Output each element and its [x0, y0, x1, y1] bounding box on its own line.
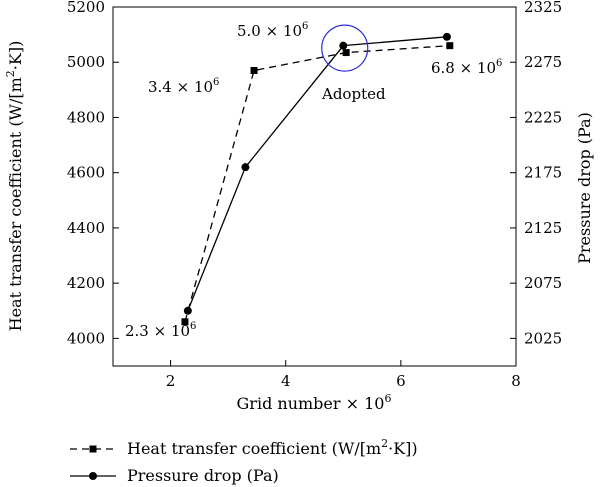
data-point-square — [446, 42, 454, 50]
x-tick-label: 4 — [281, 372, 291, 390]
x-ticks: 2 4 6 8 — [166, 360, 521, 390]
y-right-tick-label: 2175 — [524, 164, 562, 182]
annotation-6-8e6: 6.8 × 106 — [431, 58, 502, 77]
data-point-circle — [339, 41, 348, 50]
series-heat-transfer-coefficient — [181, 42, 454, 326]
x-tick-label: 6 — [396, 372, 406, 390]
annotation-3-4e6: 3.4 × 106 — [148, 77, 219, 96]
series-line — [184, 45, 450, 322]
y-left-tick-label: 5000 — [67, 53, 105, 71]
annotation-2-3e6: 2.3 × 106 — [125, 321, 196, 340]
y-left-axis-label: Heat transfer coefficient (W/[m2·K]) — [4, 41, 25, 332]
y-right-tick-label: 2025 — [524, 329, 562, 347]
legend-marker-square — [89, 445, 97, 453]
data-point-circle — [442, 32, 451, 41]
y-left-tick-label: 4600 — [67, 164, 105, 182]
data-point-circle — [241, 163, 250, 172]
legend-marker-circle — [89, 472, 97, 480]
data-point-square — [181, 318, 189, 326]
data-point-square — [250, 67, 258, 75]
legend-label-pressure-drop: Pressure drop (Pa) — [127, 466, 279, 485]
x-tick-label: 2 — [166, 372, 176, 390]
y-right-tick-label: 2325 — [524, 0, 562, 16]
x-axis-label: Grid number × 106 — [237, 392, 392, 413]
y-right-ticks: 2025 2075 2125 2175 2225 2275 2325 — [510, 0, 562, 347]
y-right-tick-label: 2075 — [524, 274, 562, 292]
series-pressure-drop — [183, 32, 451, 315]
y-left-tick-label: 4000 — [67, 329, 105, 347]
legend: Heat transfer coefficient (W/[m2·K]) Pre… — [70, 437, 418, 485]
y-right-tick-label: 2225 — [524, 108, 562, 126]
legend-label-heat-transfer: Heat transfer coefficient (W/[m2·K]) — [127, 437, 418, 458]
y-left-tick-label: 4200 — [67, 274, 105, 292]
y-left-tick-label: 4400 — [67, 219, 105, 237]
y-left-tick-label: 5200 — [67, 0, 105, 16]
annotation-5-0e6: 5.0 × 106 — [237, 21, 308, 40]
x-tick-label: 8 — [511, 372, 521, 390]
plot-frame — [112, 6, 517, 367]
y-right-tick-label: 2125 — [524, 219, 562, 237]
y-right-tick-label: 2275 — [524, 53, 562, 71]
y-left-ticks: 4000 4200 4400 4600 4800 5000 5200 — [67, 0, 119, 347]
y-right-axis-label: Pressure drop (Pa) — [575, 112, 594, 264]
data-point-square — [342, 49, 350, 57]
data-point-circle — [183, 306, 192, 315]
adopted-highlight-circle — [321, 24, 369, 72]
y-left-tick-label: 4800 — [67, 108, 105, 126]
series-line — [187, 36, 447, 312]
annotation-adopted: Adopted — [321, 85, 386, 103]
